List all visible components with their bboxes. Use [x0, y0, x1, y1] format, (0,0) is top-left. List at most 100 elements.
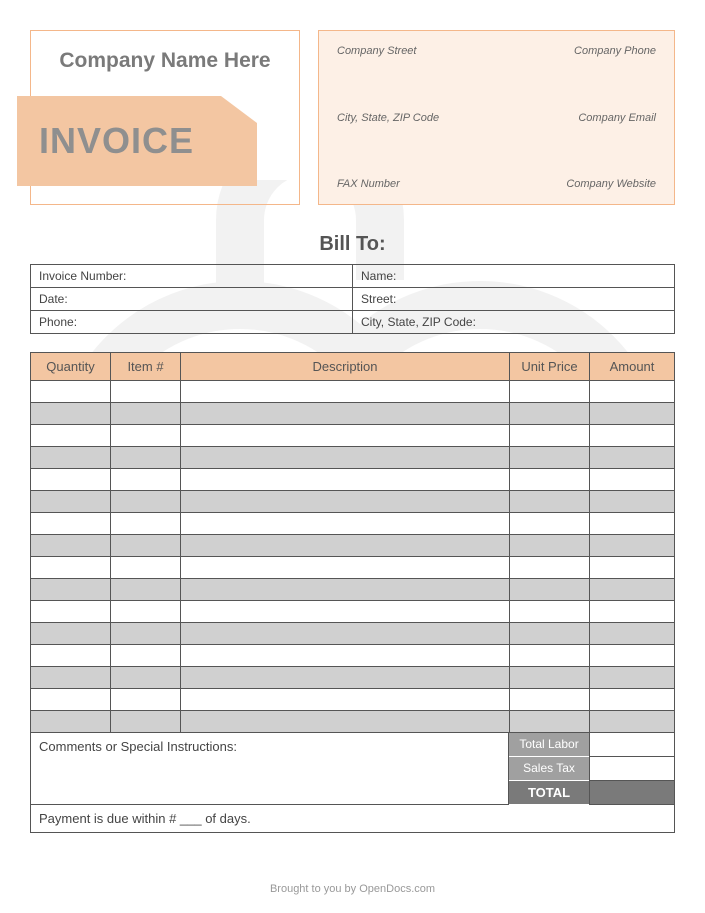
name-cell: Name:	[353, 265, 675, 288]
table-row	[31, 579, 675, 601]
company-name: Company Name Here	[31, 31, 299, 81]
item-cell	[590, 403, 675, 425]
item-cell	[510, 513, 590, 535]
item-cell	[31, 513, 111, 535]
item-cell	[31, 667, 111, 689]
item-cell	[31, 645, 111, 667]
item-cell	[111, 711, 181, 733]
item-cell	[181, 447, 510, 469]
sales-tax-label: Sales Tax	[509, 757, 589, 781]
item-cell	[590, 381, 675, 403]
info-website: Company Website	[566, 178, 656, 190]
table-row	[31, 711, 675, 733]
footer-credit: Brought to you by OpenDocs.com	[0, 883, 705, 895]
item-cell	[590, 601, 675, 623]
item-cell	[590, 425, 675, 447]
item-cell	[111, 425, 181, 447]
table-row	[31, 535, 675, 557]
item-cell	[510, 447, 590, 469]
company-box: Company Name Here INVOICE	[30, 30, 300, 205]
item-cell	[590, 645, 675, 667]
item-cell	[31, 557, 111, 579]
item-cell	[111, 689, 181, 711]
info-fax: FAX Number	[337, 178, 400, 190]
table-row	[31, 667, 675, 689]
info-city: City, State, ZIP Code	[337, 112, 439, 124]
invoice-number-cell: Invoice Number:	[31, 265, 353, 288]
item-cell	[111, 601, 181, 623]
item-cell	[590, 557, 675, 579]
item-cell	[590, 491, 675, 513]
item-cell	[31, 689, 111, 711]
info-row: Company Street Company Phone	[337, 45, 656, 57]
table-row: Phone: City, State, ZIP Code:	[31, 311, 675, 334]
items-table: Quantity Item # Description Unit Price A…	[30, 352, 675, 733]
table-row	[31, 645, 675, 667]
item-cell	[181, 557, 510, 579]
item-cell	[111, 447, 181, 469]
sales-tax-value	[589, 757, 674, 781]
items-header-row: Quantity Item # Description Unit Price A…	[31, 353, 675, 381]
table-row	[31, 381, 675, 403]
table-row	[31, 447, 675, 469]
item-cell	[510, 667, 590, 689]
grand-total-value	[589, 781, 674, 805]
item-cell	[181, 711, 510, 733]
item-cell	[510, 425, 590, 447]
item-cell	[590, 689, 675, 711]
item-cell	[31, 601, 111, 623]
table-row	[31, 469, 675, 491]
total-labor-line: Total Labor	[509, 733, 674, 757]
item-cell	[31, 491, 111, 513]
table-row	[31, 601, 675, 623]
item-cell	[31, 381, 111, 403]
item-cell	[181, 623, 510, 645]
table-row: Date: Street:	[31, 288, 675, 311]
total-labor-value	[589, 733, 674, 757]
item-cell	[31, 711, 111, 733]
item-cell	[590, 711, 675, 733]
item-cell	[31, 403, 111, 425]
sales-tax-line: Sales Tax	[509, 757, 674, 781]
item-cell	[31, 469, 111, 491]
col-description: Description	[181, 353, 510, 381]
item-cell	[111, 535, 181, 557]
totals-box: Total Labor Sales Tax TOTAL	[509, 733, 674, 805]
item-cell	[111, 403, 181, 425]
info-row: FAX Number Company Website	[337, 178, 656, 190]
table-row	[31, 403, 675, 425]
item-cell	[181, 689, 510, 711]
info-email: Company Email	[578, 112, 656, 124]
table-row	[31, 491, 675, 513]
item-cell	[590, 623, 675, 645]
date-cell: Date:	[31, 288, 353, 311]
item-cell	[181, 425, 510, 447]
item-cell	[510, 491, 590, 513]
col-item-number: Item #	[111, 353, 181, 381]
item-cell	[111, 623, 181, 645]
item-cell	[590, 513, 675, 535]
info-row: City, State, ZIP Code Company Email	[337, 112, 656, 124]
item-cell	[590, 667, 675, 689]
item-cell	[111, 667, 181, 689]
item-cell	[510, 535, 590, 557]
item-cell	[111, 469, 181, 491]
item-cell	[111, 645, 181, 667]
item-cell	[181, 667, 510, 689]
item-cell	[31, 623, 111, 645]
table-row: Invoice Number: Name:	[31, 265, 675, 288]
col-unit-price: Unit Price	[510, 353, 590, 381]
item-cell	[111, 513, 181, 535]
table-row	[31, 623, 675, 645]
item-cell	[181, 535, 510, 557]
phone-cell: Phone:	[31, 311, 353, 334]
item-cell	[111, 557, 181, 579]
item-cell	[31, 447, 111, 469]
bill-to-title: Bill To:	[30, 233, 675, 256]
item-cell	[590, 535, 675, 557]
street-cell: Street:	[353, 288, 675, 311]
item-cell	[510, 381, 590, 403]
item-cell	[510, 689, 590, 711]
item-cell	[510, 579, 590, 601]
item-cell	[590, 447, 675, 469]
